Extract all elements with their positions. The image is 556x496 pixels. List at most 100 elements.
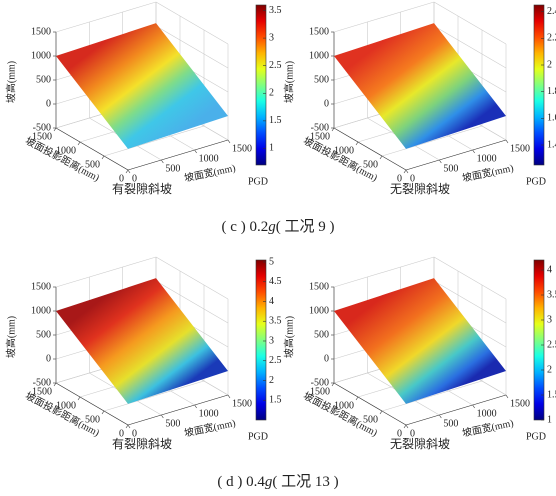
z-tick-label: 500 xyxy=(314,74,329,85)
caption-prefix: ( d ) 0.4 xyxy=(217,474,265,490)
z-tick-label: 1000 xyxy=(31,50,51,61)
caption: ( d ) 0.4g( 工况 13 ) xyxy=(217,473,338,490)
x-tick-label: 1500 xyxy=(510,143,530,154)
tick-mark xyxy=(472,149,475,154)
tick-mark xyxy=(161,159,164,164)
panel: -500 0 500 1000 1500 0 500 1000 1500 0 500 1000 1500… xyxy=(282,256,556,451)
colorbar xyxy=(533,259,545,421)
grid-line xyxy=(381,125,483,157)
x-tick-label: 1500 xyxy=(232,398,252,409)
x-tick-label: 1000 xyxy=(477,153,497,164)
x-tick-label: 1000 xyxy=(199,408,219,419)
panel: -500 0 500 1000 1500 0 500 1000 1500 0 500 1000 1500… xyxy=(282,1,556,196)
z-tick-label: 500 xyxy=(314,329,329,340)
colorbar-label: PGD xyxy=(526,431,546,442)
colorbar-tick-label: 1.6 xyxy=(547,113,556,124)
grid-line xyxy=(433,1,507,45)
tick-mark xyxy=(53,127,57,132)
grid-line xyxy=(155,1,229,45)
caption-prefix: ( c ) 0.2 xyxy=(222,219,269,235)
z-tick-label: 0 xyxy=(324,98,329,109)
x-tick-label: 0 xyxy=(132,428,137,439)
tick-mark xyxy=(379,155,383,160)
axis-line xyxy=(405,394,507,426)
caption-suffix: ( 工况 13 ) xyxy=(272,473,338,490)
colorbar-tick-label: 1.5 xyxy=(269,395,282,406)
y-tick-label: 1500 xyxy=(310,386,330,397)
colorbar-tick-label: 2 xyxy=(547,59,552,70)
grid-line xyxy=(103,380,205,412)
axis-line xyxy=(333,127,407,171)
tick-mark xyxy=(472,404,475,409)
y-tick-label: 0 xyxy=(119,173,124,184)
z-axis-label: 坡高(mm) xyxy=(282,316,295,358)
tick-mark xyxy=(161,414,164,419)
z-tick-label: -500 xyxy=(311,122,329,133)
y-tick-label: 500 xyxy=(85,159,100,170)
y-tick-label: 1500 xyxy=(32,386,52,397)
colorbar-tick-label: 1.4 xyxy=(547,139,556,150)
z-tick-label: -500 xyxy=(311,377,329,388)
colorbar-tick-label: 5 xyxy=(269,256,274,267)
x-tick-label: 500 xyxy=(443,163,458,174)
surface xyxy=(334,278,506,404)
x-axis-label: 坡面宽(mm) xyxy=(461,161,515,185)
grid-line xyxy=(155,280,229,324)
tick-mark xyxy=(379,410,383,415)
x-tick-label: 0 xyxy=(410,428,415,439)
panel-label: 有裂隙斜坡 xyxy=(112,182,172,196)
x-axis-label: 坡面宽(mm) xyxy=(461,416,515,440)
colorbar-tick-label: 3.5 xyxy=(547,289,556,300)
z-tick-label: -500 xyxy=(33,122,51,133)
colorbar xyxy=(255,4,267,166)
caption-suffix: ( 工况 9 ) xyxy=(276,218,335,235)
z-tick-label: 1500 xyxy=(31,281,51,292)
surface xyxy=(334,23,506,149)
z-tick-label: 500 xyxy=(36,329,51,340)
panel: -500 0 500 1000 1500 0 500 1000 1500 0 500 1000 1500… xyxy=(4,1,282,196)
colorbar-label: PGD xyxy=(526,176,546,187)
colorbar-tick-label: 3.5 xyxy=(269,316,282,327)
colorbar-tick-label: 2 xyxy=(547,364,552,375)
axis-line xyxy=(55,127,129,171)
tick-mark xyxy=(405,169,409,174)
z-tick-label: 1500 xyxy=(309,281,329,292)
tick-mark xyxy=(77,396,81,401)
colorbar-tick-label: 3 xyxy=(269,32,274,43)
tick-mark xyxy=(505,139,509,144)
tick-mark xyxy=(77,141,81,146)
tick-mark xyxy=(505,394,509,399)
caption-unit: g xyxy=(268,219,276,235)
tick-mark xyxy=(101,155,105,160)
tick-mark xyxy=(403,424,407,429)
panel-label: 无裂隙斜坡 xyxy=(390,437,450,451)
grid-line xyxy=(155,256,229,300)
y-tick-label: 0 xyxy=(119,428,124,439)
x-axis-label: 坡面宽(mm) xyxy=(183,161,237,185)
colorbar-tick-label: 3.5 xyxy=(269,5,282,16)
tick-mark xyxy=(227,394,231,399)
axis-line xyxy=(127,394,229,426)
grid-line xyxy=(333,256,435,288)
tick-mark xyxy=(194,149,197,154)
tick-mark xyxy=(227,139,231,144)
x-tick-label: 0 xyxy=(410,173,415,184)
grid-line xyxy=(433,256,507,300)
y-tick-label: 500 xyxy=(85,414,100,425)
grid-line xyxy=(103,125,205,157)
axis-line xyxy=(55,382,129,426)
tick-mark xyxy=(127,169,131,174)
surface xyxy=(56,278,228,404)
x-tick-label: 0 xyxy=(132,173,137,184)
colorbar-tick-label: 2.4 xyxy=(547,6,556,17)
panel-label: 有裂隙斜坡 xyxy=(112,437,172,451)
colorbar-tick-label: 3 xyxy=(547,314,552,325)
y-tick-label: 0 xyxy=(397,428,402,439)
axis-line xyxy=(127,139,229,171)
x-tick-label: 500 xyxy=(165,163,180,174)
tick-mark xyxy=(403,169,407,174)
z-axis-label: 坡高(mm) xyxy=(4,61,17,103)
z-tick-label: 0 xyxy=(324,353,329,364)
colorbar-tick-label: 4 xyxy=(547,264,552,275)
